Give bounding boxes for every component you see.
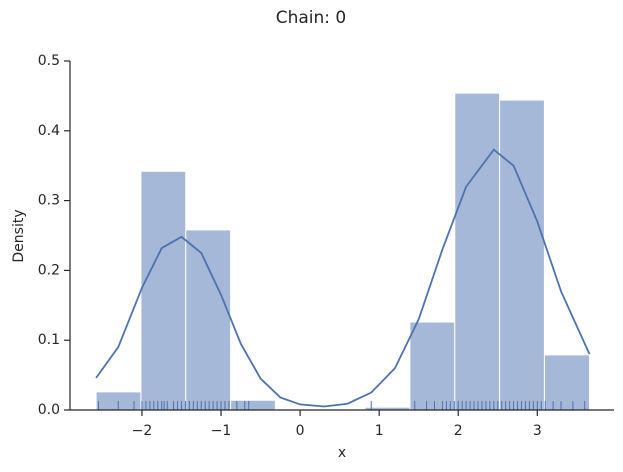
x-tick-label: 2 xyxy=(454,423,463,439)
x-tick-label: 1 xyxy=(375,423,384,439)
x-tick-label: −2 xyxy=(132,423,153,439)
x-axis-label: x xyxy=(338,445,346,461)
y-tick-label: 0.2 xyxy=(38,262,60,278)
histogram-bar xyxy=(140,170,187,411)
kde-line xyxy=(95,148,591,408)
histogram-bar xyxy=(454,92,501,411)
histogram-bar xyxy=(185,229,232,411)
y-tick-label: 0.1 xyxy=(38,332,60,348)
y-tick-label: 0.3 xyxy=(38,193,60,209)
histogram-bar xyxy=(543,354,590,411)
x-tick-label: 3 xyxy=(533,423,542,439)
y-tick-label: 0.0 xyxy=(38,402,60,418)
chart-title: Chain: 0 xyxy=(276,8,347,28)
x-tick-label: 0 xyxy=(296,423,305,439)
histogram-bar xyxy=(409,321,456,411)
y-tick-label: 0.5 xyxy=(38,53,60,69)
y-tick-label: 0.4 xyxy=(38,123,60,139)
histogram-bar xyxy=(499,99,545,411)
y-axis-label: Density xyxy=(11,209,27,262)
x-tick-label: −1 xyxy=(211,423,232,439)
